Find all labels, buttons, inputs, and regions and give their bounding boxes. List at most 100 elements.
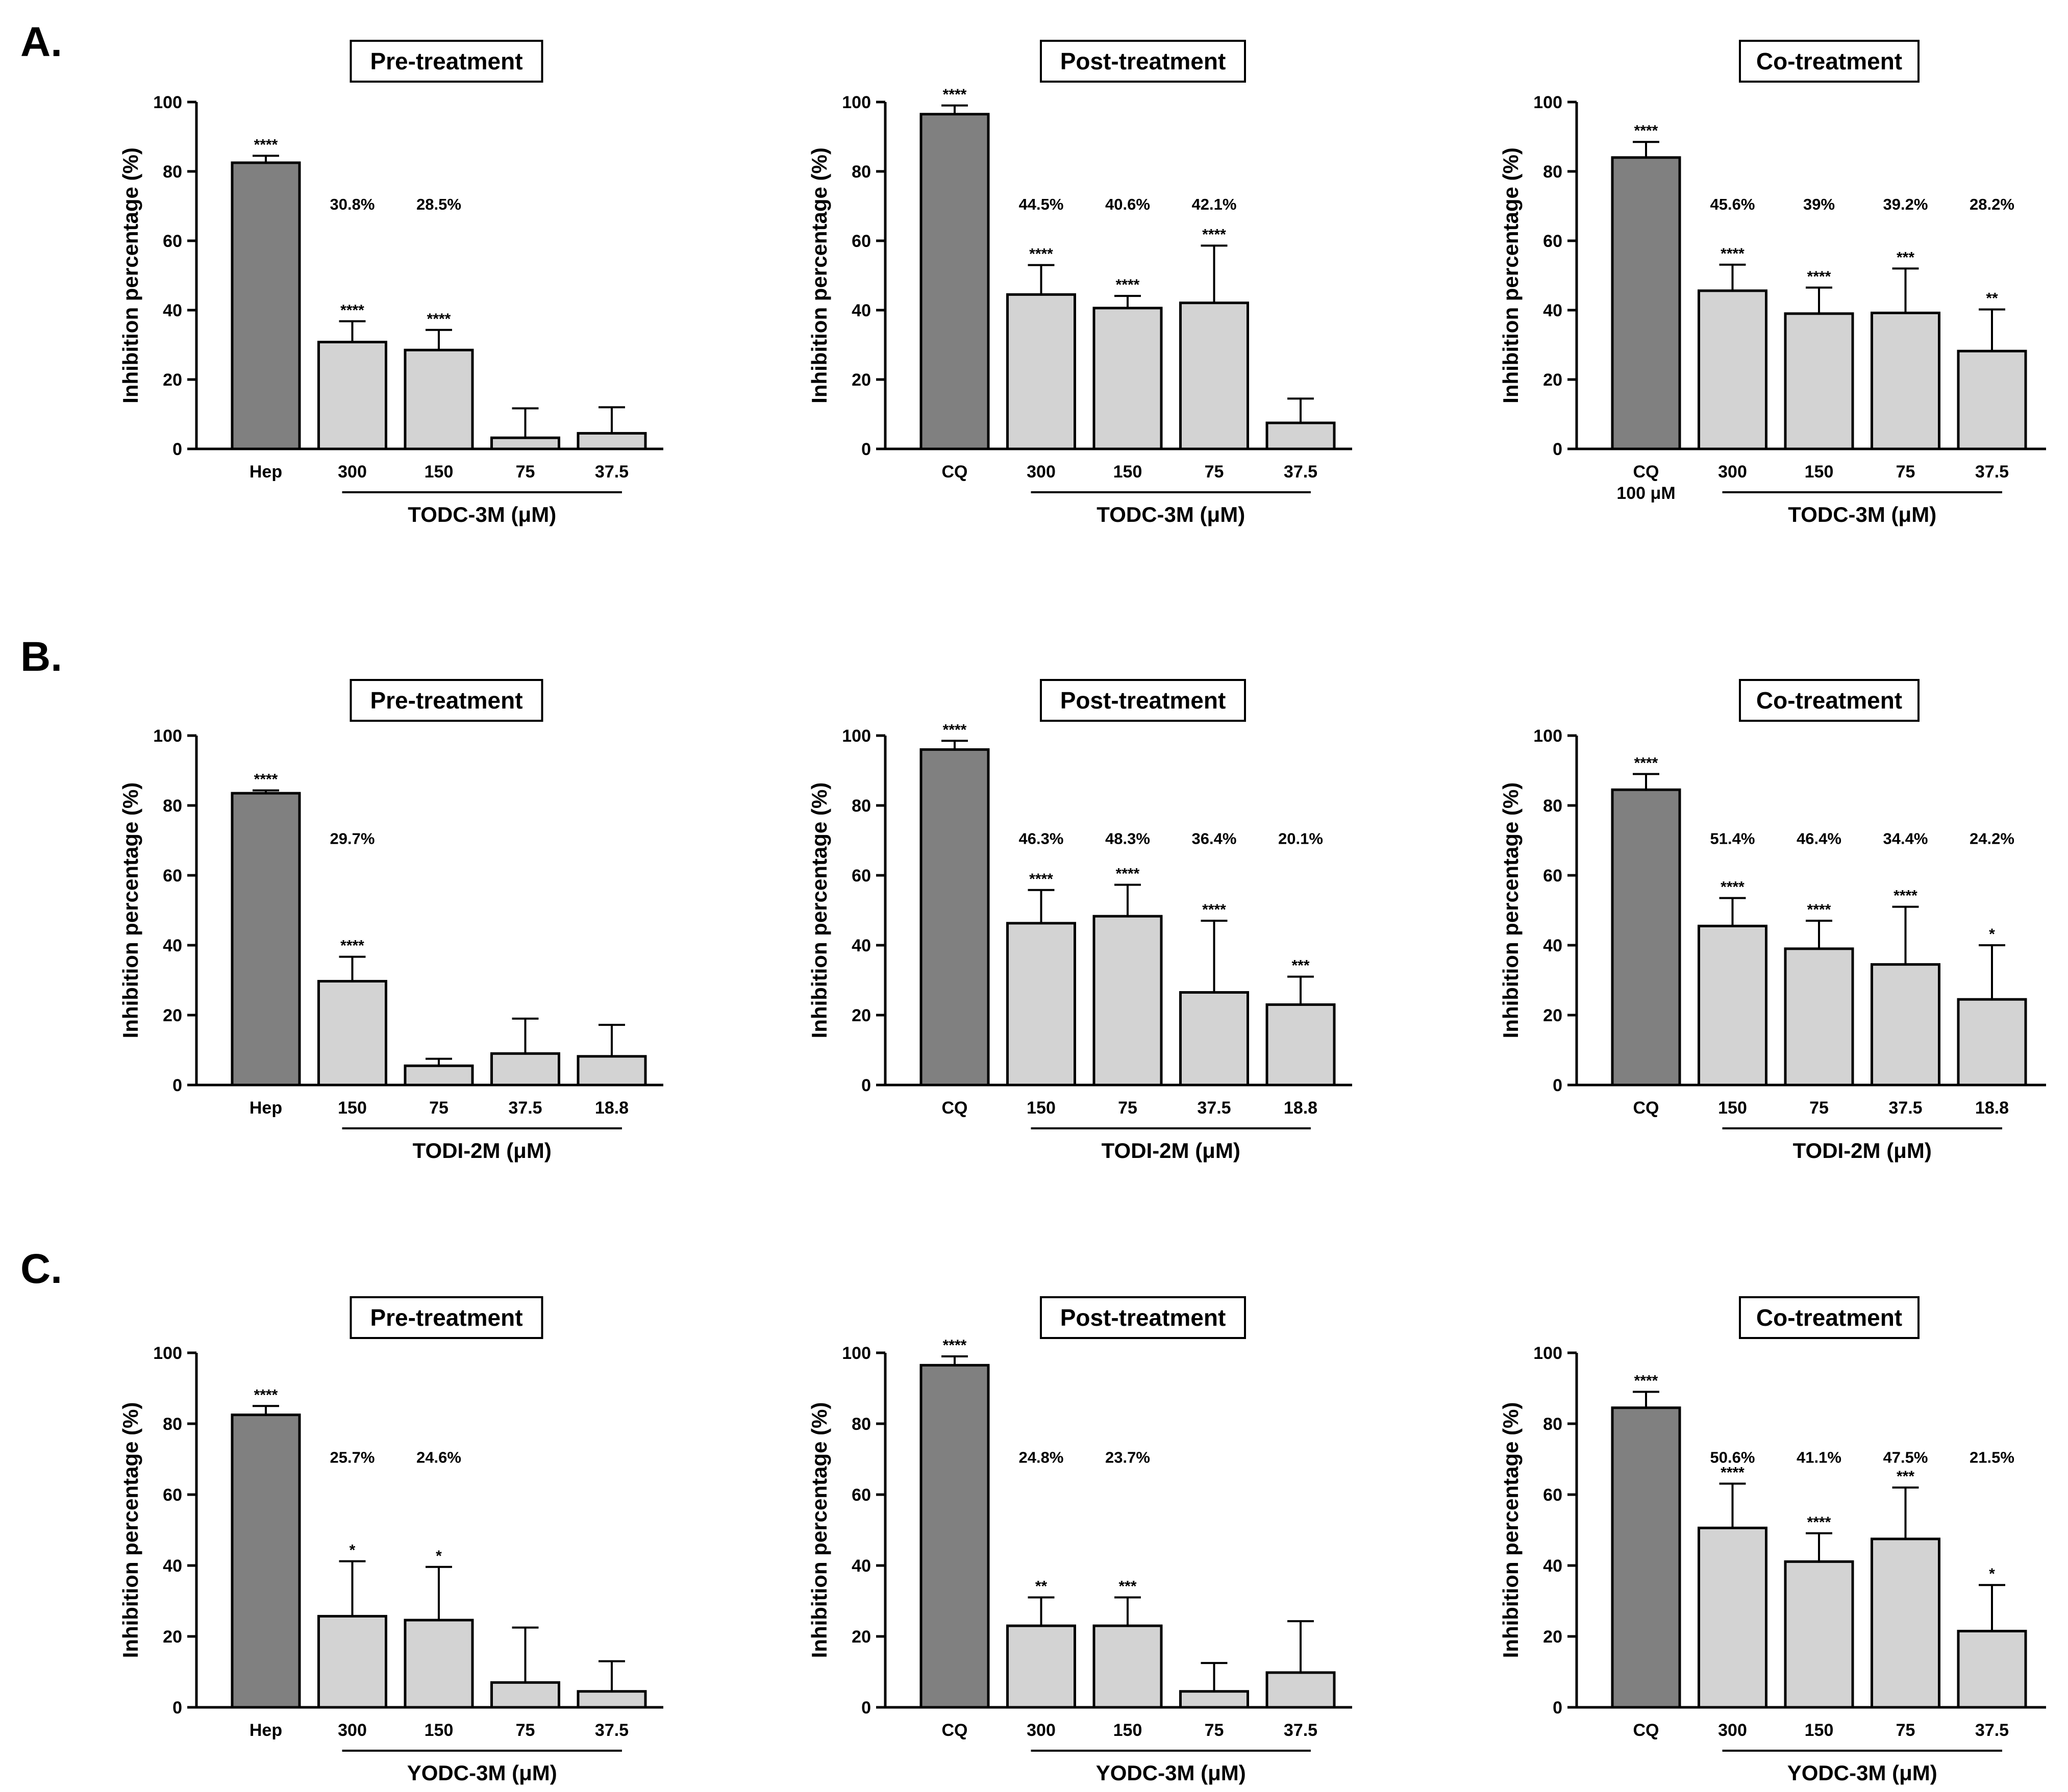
y-tick-label: 0 <box>172 1076 182 1095</box>
y-axis-label: Inhibition percentage (%) <box>118 783 142 1039</box>
bar <box>1092 915 1163 1087</box>
bar <box>317 1614 387 1709</box>
percent-label: 39% <box>1803 195 1835 213</box>
percent-label: 24.2% <box>1970 829 2014 847</box>
percent-label: 24.6% <box>416 1448 461 1466</box>
significance-label: *** <box>1118 1578 1136 1595</box>
y-tick-label: 40 <box>163 936 182 955</box>
significance-label: **** <box>1634 754 1658 771</box>
significance-label: * <box>436 1548 442 1564</box>
percent-label: 42.1% <box>1192 195 1237 213</box>
x-tick-label: CQ <box>1633 1098 1659 1118</box>
significance-label: **** <box>943 721 967 738</box>
y-tick-label: 0 <box>1553 1698 1562 1718</box>
significance-label: ** <box>1986 290 1998 307</box>
x-tick-label: 75 <box>1205 1721 1224 1740</box>
chart-title: Post-treatment <box>1060 687 1226 714</box>
bar <box>1092 307 1163 450</box>
percent-label: 47.5% <box>1883 1448 1928 1466</box>
y-tick-label: 60 <box>163 1485 182 1505</box>
panel-label-b: B. <box>20 634 62 680</box>
y-tick-label: 80 <box>1543 1415 1562 1434</box>
y-tick-label: 0 <box>861 440 871 459</box>
significance-label: * <box>350 1542 356 1559</box>
bar <box>577 432 647 450</box>
significance-label: **** <box>1634 1372 1658 1389</box>
y-tick-label: 80 <box>163 796 182 816</box>
chart-title-box <box>1739 679 1920 722</box>
y-tick-label: 80 <box>852 162 871 182</box>
bar <box>1006 293 1076 450</box>
significance-label: **** <box>943 86 967 103</box>
percent-label: 34.4% <box>1883 829 1928 847</box>
percent-label: 45.6% <box>1710 195 1755 213</box>
bar <box>1871 1537 1940 1709</box>
x-tick-label: Hep <box>250 462 282 482</box>
x-tick-label: 37.5 <box>1975 462 2009 482</box>
bar <box>1092 1624 1163 1709</box>
x-tick-label: 37.5 <box>595 1721 629 1740</box>
bar <box>231 1414 301 1709</box>
bar <box>1784 947 1854 1087</box>
bar <box>577 1690 647 1709</box>
significance-label: **** <box>1029 246 1053 263</box>
bar <box>404 348 474 450</box>
bar <box>1179 1690 1249 1709</box>
significance-label: **** <box>340 938 364 954</box>
x-axis-label: TODC-3M (μM) <box>1788 502 1936 526</box>
bar <box>490 1681 560 1709</box>
x-tick-label: 150 <box>1805 1721 1834 1740</box>
chart-title: Pre-treatment <box>370 1304 522 1331</box>
bar <box>231 792 301 1087</box>
y-tick-label: 60 <box>1543 866 1562 886</box>
x-tick-label: 75 <box>429 1098 449 1118</box>
significance-label: *** <box>1291 957 1309 974</box>
x-tick-label: 150 <box>1113 462 1142 482</box>
x-tick-label: 37.5 <box>508 1098 542 1118</box>
charts-group: Pre-treatment 0 20 40 60 80 100 Inhibition perc… <box>118 40 2046 1785</box>
x-tick-label: 150 <box>1027 1098 1056 1118</box>
chart-title: Post-treatment <box>1060 1304 1226 1331</box>
bar <box>1784 312 1854 450</box>
percent-label: 48.3% <box>1105 829 1150 847</box>
bar <box>919 113 990 450</box>
x-tick-label: 75 <box>516 1721 535 1740</box>
percent-label: 23.7% <box>1105 1448 1150 1466</box>
bar <box>577 1055 647 1087</box>
bar <box>1006 1624 1076 1709</box>
x-tick-label: 300 <box>338 462 367 482</box>
percent-label: 50.6% <box>1710 1448 1755 1466</box>
y-tick-label: 0 <box>172 440 182 459</box>
bar <box>1957 998 2027 1087</box>
y-tick-label: 60 <box>852 1485 871 1505</box>
significance-label: **** <box>1116 865 1140 882</box>
x-tick-label: Hep <box>250 1721 282 1740</box>
bar <box>919 748 990 1087</box>
panel-label-c: C. <box>20 1246 62 1292</box>
x-tick-sublabel: 100 μM <box>1616 484 1675 503</box>
x-axis-label: TODI-2M (μM) <box>1793 1139 1932 1163</box>
x-tick-label: 300 <box>1718 1721 1747 1740</box>
significance-label: **** <box>1807 1514 1831 1531</box>
y-axis-label: Inhibition percentage (%) <box>118 147 142 403</box>
significance-label: **** <box>1029 871 1053 888</box>
x-tick-label: 300 <box>1718 462 1747 482</box>
bar <box>1698 1526 1767 1709</box>
significance-label: **** <box>1202 226 1226 243</box>
y-tick-label: 20 <box>163 1627 182 1647</box>
y-tick-label: 0 <box>1553 1076 1562 1095</box>
chart-title: Pre-treatment <box>370 48 522 74</box>
percent-label: 30.8% <box>330 195 375 213</box>
x-tick-label: 18.8 <box>595 1098 629 1118</box>
y-axis-label: Inhibition percentage (%) <box>807 783 831 1039</box>
chart-title-box <box>1739 40 1920 83</box>
percent-label: 51.4% <box>1710 829 1755 847</box>
significance-label: **** <box>1893 888 1917 904</box>
x-axis-label: YODC-3M (μM) <box>1787 1761 1937 1785</box>
y-tick-label: 40 <box>1543 301 1562 320</box>
chart-0-0: Pre-treatment 0 20 40 60 80 100 Inhibition perc… <box>118 40 663 526</box>
y-tick-label: 60 <box>163 232 182 251</box>
bar <box>1265 1671 1336 1709</box>
x-tick-label: 37.5 <box>1888 1098 1922 1118</box>
